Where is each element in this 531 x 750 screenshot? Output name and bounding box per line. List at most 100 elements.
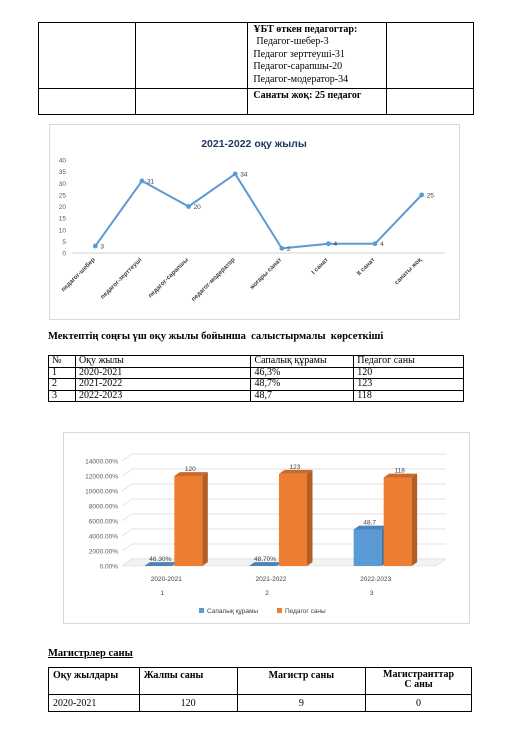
bar-side [411,473,418,566]
data-label: 120 [185,466,196,473]
header-cell: Оқу жылы [74,355,252,368]
masters-title: Магистрлер саны [48,648,133,659]
data-label: 123 [290,464,301,471]
bar-chart: 0.00% 2000.00% 4000.00% 6000.00% 8000.00% 100… [85,453,447,615]
bar [279,473,307,566]
table-cell: 46,3% [250,366,355,379]
comparison-table: № Оқу жылы Сапалық құрамы Педагог саны 1… [48,355,464,402]
empty-cell [38,22,136,89]
header-cell: № [48,355,76,368]
x-tick-label: 2022-2023 [360,576,391,583]
gridline [121,513,446,522]
table-cell: 9 [236,694,367,712]
data-label: 3 [100,244,104,251]
data-label: 25 [427,192,435,199]
y-tick-label: 0.00% [100,564,119,571]
x-tick-label: 2021-2022 [255,576,286,583]
y-tick-label: 40 [59,158,67,165]
x-tick-label: педагог-шебер [60,256,97,293]
y-tick-label: 10000.00% [85,489,118,496]
bar-side [202,472,208,566]
y-tick-label: 25 [59,192,67,199]
chart-title: 2021-2022 оқу жылы [201,138,307,150]
data-label: 118 [394,468,405,475]
data-point [139,178,145,184]
data-point [92,243,98,249]
gridline [121,498,446,507]
y-tick-label: 35 [59,169,67,176]
bar [174,476,203,566]
bar-side [307,469,313,566]
x-sub-label: 3 [370,590,374,597]
gridline [121,453,446,462]
table-cell: 2 [48,378,76,391]
passed-item: Педагог-шебер-3 [256,36,329,48]
header-line: С аны [404,679,433,690]
x-sub-label: 2 [265,590,269,597]
data-label: 48.7 [363,519,376,526]
table-header-row: Оқу жылдары Жалпы саны Магистр саны Маги… [48,667,472,695]
bar-top [144,562,178,566]
empty-cell [386,22,474,89]
legend-label: Сапалық құрамы [207,608,258,615]
x-tick-label: педагог-модератор [190,256,237,303]
passed-title: ҰБТ өткен педагогтар: [253,24,358,35]
table-row: 3 2022-2023 48,7 118 [48,389,464,402]
table-row: 2020-2021 120 9 0 [48,694,472,712]
line-chart: 2021-2022 оқу жылы 0 5 10 15 20 25 30 35 40 3 31 20 3… [59,138,445,303]
gridline [121,483,446,492]
data-point [326,241,331,247]
bar-top [174,472,208,476]
passed-cell: ҰБТ өткен педагогтар: Педагог-шебер-3 Пе… [247,22,388,89]
y-tick-label: 10 [59,227,67,234]
data-label: 4 [333,241,337,248]
bar [353,529,382,566]
bar-top [279,469,313,474]
table-cell: 120 [138,694,238,712]
table-cell: 0 [365,694,472,712]
header-cell: Оқу жылдары [48,667,140,695]
data-label: 31 [147,178,155,185]
bar-chart-container: 0.00% 2000.00% 4000.00% 6000.00% 8000.00% 100… [63,432,470,624]
table-header-row: № Оқу жылы Сапалық құрамы Педагог саны [48,355,464,368]
x-sub-label: 1 [161,590,165,597]
data-point [419,192,425,198]
data-label: 48.70% [254,556,276,563]
header-cell: Магистр саны [236,667,367,695]
y-tick-label: 20 [59,204,67,211]
y-tick-label: 14000.00% [85,459,118,466]
header-cell: Магистранттар С аны [365,667,472,695]
data-point [232,171,238,177]
bar-top [249,562,283,566]
x-tick-label: педагог-сарапшы [147,256,190,299]
y-tick-label: 30 [59,181,67,188]
legend-swatch [277,608,282,613]
table-cell: 2021-2022 [74,378,252,391]
comparison-title: Мектептің соңғы үш оқу жылы бойынша салы… [48,331,384,342]
table-cell: 123 [353,378,464,391]
passed-item: Педагог-модератор-34 [253,73,349,85]
y-tick-label: 0 [62,251,66,258]
y-tick-label: 6000.00% [89,519,118,526]
table-cell: 48,7 [250,389,355,402]
bar-top [383,473,418,478]
gridline [121,543,446,552]
x-tick-label: II санат [356,256,377,277]
y-tick-label: 2000.00% [89,549,118,556]
teacher-category-table: ҰБТ өткен педагогтар: Педагог-шебер-3 Пе… [38,22,474,115]
passed-item: Педагог зерттеуші-31 [253,48,345,60]
legend-label: Педагог саны [285,608,326,615]
y-tick-label: 5 [62,239,66,246]
data-point [186,204,191,209]
masters-table: Оқу жылдары Жалпы саны Магистр саны Маги… [48,667,472,712]
data-label: 4 [380,241,384,248]
empty-cell [134,22,249,89]
x-tick-label: санаты жоқ [393,256,424,287]
data-label: 34 [240,171,248,178]
table-cell: 120 [353,366,464,379]
y-tick-label: 15 [59,216,67,223]
line-chart-container: 2021-2022 оқу жылы 0 5 10 15 20 25 30 35 40 3 31 20 3… [49,124,460,320]
gridline [121,468,446,477]
table-cell: 2022-2023 [74,389,252,402]
gridline [121,528,446,537]
